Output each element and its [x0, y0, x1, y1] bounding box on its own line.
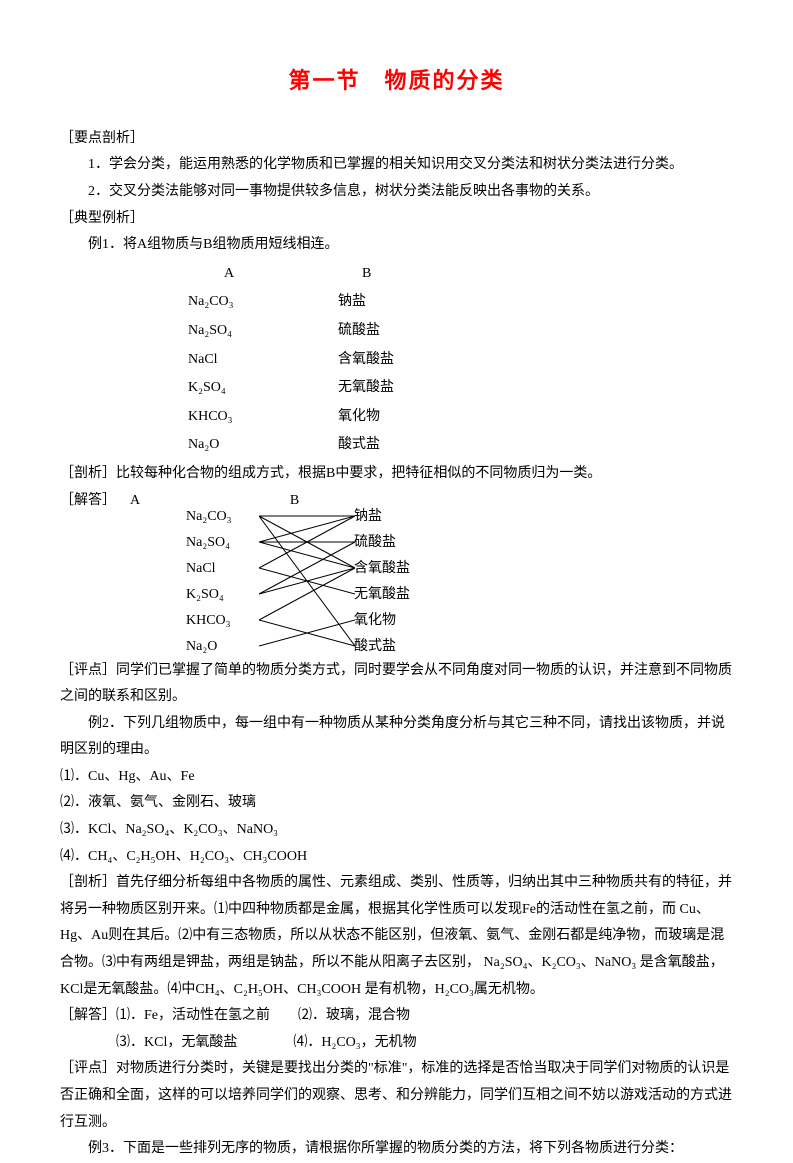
cell-a: KHCO₃ — [188, 404, 336, 431]
cell-a: Na₂SO₄ — [188, 318, 336, 345]
examples-header: ［典型例析］ — [60, 206, 733, 233]
cell-b: 氧化物 — [338, 404, 486, 431]
example2-title: 例2．下列几组物质中，每一组中有一种物质从某种分类角度分析与其它三种不同，请找出… — [60, 711, 733, 764]
col-b-header: B — [338, 261, 486, 288]
cell-b: 无氧酸盐 — [338, 375, 486, 402]
cell-a: Na₂O — [188, 432, 336, 459]
ex2-item: ⑷．CH₄、C₂H₅OH、H₂CO₃、CH₃COOH — [60, 844, 733, 871]
cell-a: K₂SO₄ — [188, 375, 336, 402]
comment-1: ［评点］同学们已掌握了简单的物质分类方式，同时要学会从不同角度对同一物质的认识，… — [60, 658, 733, 711]
example1-table: A B Na₂CO₃钠盐 Na₂SO₄硫酸盐 NaCl含氧酸盐 K₂SO₄无氧酸… — [186, 259, 488, 461]
point-2: 2．交叉分类法能够对同一事物提供较多信息，树状分类法能反映出各事物的关系。 — [60, 179, 733, 206]
point-1: 1．学会分类，能运用熟悉的化学物质和已掌握的相关知识用交叉分类法和树状分类法进行… — [60, 152, 733, 179]
cell-b: 含氧酸盐 — [338, 347, 486, 374]
matching-lines — [259, 496, 355, 648]
points-header: ［要点剖析］ — [60, 126, 733, 153]
example1-title: 例1．将A组物质与B组物质用短线相连。 — [60, 232, 733, 259]
example3-title: 例3．下面是一些排列无序的物质，请根据你所掌握的物质分类的方法，将下列各物质进行… — [60, 1136, 733, 1163]
comment-2: ［评点］对物质进行分类时，关键是要找出分类的"标准"，标准的选择是否恰当取决于同… — [60, 1056, 733, 1136]
cell-b: 硫酸盐 — [338, 318, 486, 345]
analysis-1: ［剖析］比较每种化合物的组成方式，根据B中要求，把特征相似的不同物质归为一类。 — [60, 461, 733, 488]
answer1-diagram: ［解答］ A B Na₂CO₃Na₂SO₄NaCl K₂SO₄KHCO₃Na₂O… — [144, 488, 733, 658]
col-a-header: A — [188, 261, 336, 288]
answer2-line2: ⑶．KCl，无氧酸盐 ⑷．H₂CO₃，无机物 — [60, 1030, 733, 1057]
cell-a: NaCl — [188, 347, 336, 374]
cell-b: 钠盐 — [338, 289, 486, 316]
ex2-item: ⑴．Cu、Hg、Au、Fe — [60, 764, 733, 791]
answer2-line1: ［解答］⑴．Fe，活动性在氢之前 ⑵．玻璃，混合物 — [60, 1003, 733, 1030]
answer-col-b: 钠盐硫酸盐含氧酸盐 无氧酸盐氧化物酸式盐 — [354, 504, 410, 660]
page-title: 第一节 物质的分类 — [60, 60, 733, 102]
answer-col-a: Na₂CO₃Na₂SO₄NaCl K₂SO₄KHCO₃Na₂O — [186, 504, 232, 660]
cell-b: 酸式盐 — [338, 432, 486, 459]
analysis-2: ［剖析］首先仔细分析每组中各物质的属性、元素组成、类别、性质等，归纳出其中三种物… — [60, 870, 733, 1003]
cell-a: Na₂CO₃ — [188, 289, 336, 316]
ex2-item: ⑶．KCl、Na₂SO₄、K₂CO₃、NaNO₃ — [60, 817, 733, 844]
ex2-item: ⑵．液氧、氨气、金刚石、玻璃 — [60, 790, 733, 817]
